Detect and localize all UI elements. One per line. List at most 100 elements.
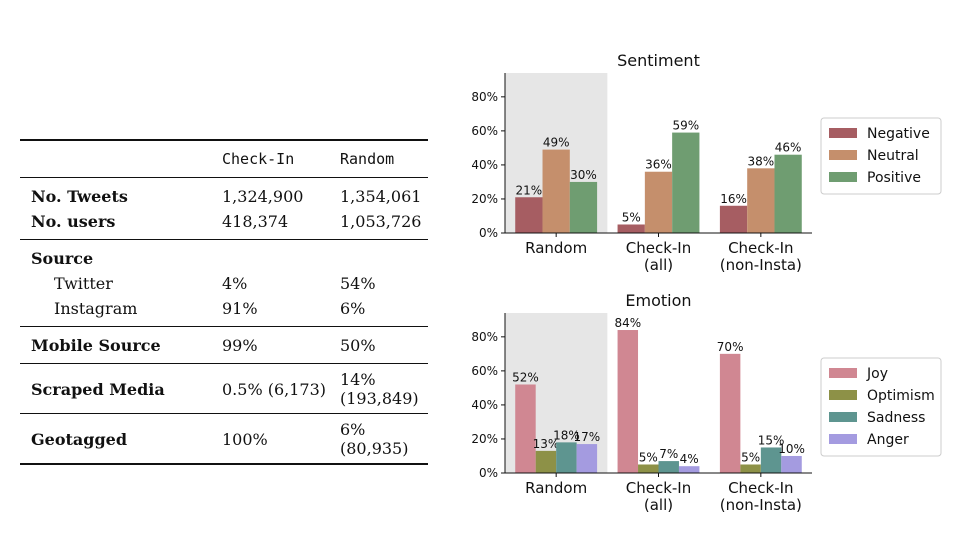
data-label: 17% xyxy=(574,430,601,444)
y-tick-label: 20% xyxy=(471,432,498,446)
bar xyxy=(617,224,645,233)
row-label: Source xyxy=(31,249,94,268)
random-cell: 14% (193,849) xyxy=(340,370,419,408)
y-tick-label: 60% xyxy=(471,124,498,138)
data-label: 30% xyxy=(570,168,597,182)
bar xyxy=(672,132,700,233)
sentiment-chart: Sentiment 21% 5% 16% 49% 36% 38% 30% 59% 46% 0% 20%… xyxy=(471,51,942,274)
data-label: 21% xyxy=(516,183,543,197)
legend-label: Optimism xyxy=(867,388,935,404)
bar xyxy=(535,450,557,473)
row-label: No. Tweets xyxy=(31,187,128,206)
table-row: No. Tweets 1,324,900 1,354,061 xyxy=(20,178,428,210)
data-label: 15% xyxy=(758,433,785,447)
legend-label: Positive xyxy=(867,170,921,186)
data-label: 38% xyxy=(747,154,774,168)
legend-swatch xyxy=(829,434,857,444)
random-cell: 50% xyxy=(340,336,376,355)
table-group: Geotagged 100% 6% (80,935) xyxy=(20,413,428,465)
data-label: 4% xyxy=(680,452,699,466)
random-cell xyxy=(340,240,428,272)
bar xyxy=(719,205,748,233)
x-tick-label: Random xyxy=(525,479,587,497)
data-label: 16% xyxy=(720,192,747,206)
y-tick-label: 60% xyxy=(471,364,498,378)
bar xyxy=(658,461,679,473)
y-tick-label: 0% xyxy=(479,226,498,240)
y-tick-label: 20% xyxy=(471,192,498,206)
legend-swatch xyxy=(829,368,857,378)
row-label: Mobile Source xyxy=(31,336,161,355)
data-label: 18% xyxy=(553,428,580,442)
stats-table: Check-In Random No. Tweets 1,324,900 1,354,0… xyxy=(20,139,428,465)
legend-swatch xyxy=(829,128,857,138)
data-label: 59% xyxy=(672,119,699,133)
bar xyxy=(556,442,577,473)
data-label: 70% xyxy=(717,340,744,354)
row-label: Geotagged xyxy=(31,429,128,449)
data-label: 49% xyxy=(543,136,570,150)
bar xyxy=(576,444,598,473)
y-tick-label: 0% xyxy=(479,466,498,480)
random-cell: 1,053,726 xyxy=(340,212,422,231)
y-tick-label: 80% xyxy=(471,330,498,344)
x-tick-label: Random xyxy=(525,239,587,257)
y-tick-label: 40% xyxy=(471,398,498,412)
table-group: No. Tweets 1,324,900 1,354,061 No. users 418… xyxy=(20,177,428,240)
header-corner xyxy=(20,140,222,178)
legend-swatch xyxy=(829,172,857,182)
chart-title: Sentiment xyxy=(617,51,700,70)
chart-title: Emotion xyxy=(625,291,691,310)
checkin-cell: 99% xyxy=(222,336,258,355)
x-tick-label: Check-In (non-Insta) xyxy=(720,239,802,274)
table-row: Geotagged 100% 6% (80,935) xyxy=(20,414,428,465)
legend-label: Sadness xyxy=(867,410,925,426)
row-label: No. users xyxy=(31,212,116,231)
table-row: Scraped Media 0.5% (6,173) 14% (193,849) xyxy=(20,364,428,414)
y-tick-label: 40% xyxy=(471,158,498,172)
bar xyxy=(638,464,659,473)
row-label: Instagram xyxy=(54,299,138,318)
data-label: 36% xyxy=(645,158,672,172)
legend-label: Negative xyxy=(867,126,930,142)
checkin-cell: 0.5% (6,173) xyxy=(222,379,327,399)
random-cell: 54% xyxy=(340,274,376,293)
data-label: 84% xyxy=(614,316,641,330)
random-cell: 6% xyxy=(340,299,366,318)
bar xyxy=(747,168,775,233)
column-header: Random xyxy=(340,150,395,168)
bar xyxy=(617,330,639,473)
data-label: 7% xyxy=(659,447,678,461)
row-label: Twitter xyxy=(54,274,113,293)
data-label: 52% xyxy=(512,370,539,384)
data-label: 5% xyxy=(741,450,760,464)
legend-swatch xyxy=(829,412,857,422)
row-label: Scraped Media xyxy=(31,379,165,399)
bar xyxy=(719,353,741,473)
bar xyxy=(760,447,782,473)
legend-label: Neutral xyxy=(867,148,919,164)
table-group: Mobile Source 99% 50% xyxy=(20,326,428,364)
data-label: 13% xyxy=(533,437,560,451)
y-tick-label: 80% xyxy=(471,90,498,104)
emotion-chart: Emotion 52% 84% 70% 13% 5% 5% 18% 7% 15% 17% 4% 10% 0… xyxy=(471,291,942,514)
x-tick-label: Check-In (all) xyxy=(626,479,692,514)
table-group: Scraped Media 0.5% (6,173) 14% (193,849) xyxy=(20,363,428,414)
data-label: 46% xyxy=(775,141,802,155)
x-tick-label: Check-In (all) xyxy=(626,239,692,274)
bar xyxy=(644,171,673,233)
checkin-cell xyxy=(222,240,340,272)
bar xyxy=(678,466,700,473)
checkin-cell: 91% xyxy=(222,299,258,318)
legend-swatch xyxy=(829,150,857,160)
random-cell: 6% (80,935) xyxy=(340,420,409,458)
data-label: 5% xyxy=(639,450,658,464)
legend xyxy=(820,357,942,457)
checkin-cell: 1,324,900 xyxy=(222,187,304,206)
checkin-cell: 418,374 xyxy=(222,212,289,231)
bar xyxy=(781,455,802,473)
bar xyxy=(542,149,570,233)
legend-swatch xyxy=(829,390,857,400)
legend-label: Anger xyxy=(867,432,909,448)
bar xyxy=(515,197,543,233)
